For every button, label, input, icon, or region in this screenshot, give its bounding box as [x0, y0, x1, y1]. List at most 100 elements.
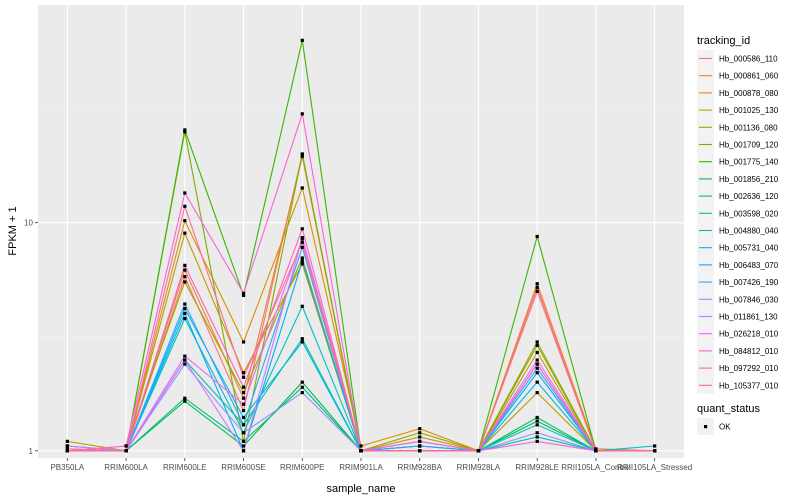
legend-label: Hb_105377_010 — [719, 381, 779, 390]
data-point — [300, 38, 304, 42]
x-tick-label: RRIM901LA — [339, 463, 383, 472]
data-point — [183, 307, 187, 311]
legend-label: Hb_000586_110 — [719, 55, 778, 64]
data-point — [535, 435, 539, 439]
data-point — [183, 316, 187, 321]
data-point — [300, 337, 304, 341]
data-point — [241, 415, 246, 420]
data-point — [183, 275, 187, 279]
data-point — [183, 130, 187, 134]
legend2-label: OK — [719, 423, 731, 432]
legend-label: Hb_000878_080 — [719, 89, 779, 98]
data-point — [535, 431, 539, 435]
data-point — [183, 231, 187, 235]
data-point — [300, 262, 304, 266]
legend2-title: quant_status — [697, 403, 760, 415]
data-point — [300, 259, 304, 263]
data-point — [300, 340, 304, 344]
data-point — [535, 350, 539, 355]
data-point — [300, 245, 304, 249]
data-point — [535, 366, 539, 370]
data-point — [241, 423, 246, 427]
data-point — [183, 128, 187, 132]
legend-label: Hb_001856_210 — [719, 175, 779, 184]
data-point — [183, 399, 187, 403]
data-point — [418, 449, 422, 453]
legend-label: Hb_026218_010 — [719, 330, 779, 339]
data-point — [418, 439, 422, 443]
data-point — [300, 112, 304, 116]
data-point — [653, 449, 657, 453]
data-point — [535, 371, 539, 375]
x-tick-label: RRIM600SE — [221, 463, 265, 472]
data-point — [65, 449, 69, 453]
data-point — [183, 358, 187, 362]
x-axis-title: sample_name — [326, 483, 395, 495]
legend-label: Hb_004880_040 — [719, 227, 779, 236]
legend-label: Hb_097292_010 — [719, 364, 779, 373]
data-point — [653, 444, 657, 448]
data-point — [535, 285, 539, 290]
data-point — [359, 449, 363, 453]
data-point — [241, 291, 246, 295]
data-point — [476, 449, 481, 453]
data-point — [124, 444, 128, 448]
data-point — [241, 293, 246, 298]
data-point — [418, 435, 422, 439]
data-point — [65, 444, 69, 448]
legend-label: Hb_007846_030 — [719, 295, 779, 304]
data-point — [183, 263, 187, 267]
data-point — [535, 234, 539, 239]
data-point — [241, 444, 246, 448]
data-point — [65, 447, 69, 451]
y-tick-label: 1 — [29, 447, 34, 456]
legend: tracking_id Hb_000586_110 Hb_000861_060 Hb_… — [697, 35, 779, 435]
x-tick-label: RRII105LA_Control — [561, 463, 631, 472]
axes: 1 10 PB350LA RRIM600LA RRIM600LE RRIM600SE RRI… — [24, 219, 692, 472]
data-point — [300, 237, 304, 241]
x-tick-label: RRIM600LA — [104, 463, 148, 472]
data-point — [241, 409, 246, 413]
x-tick-label: RRIM928BA — [397, 463, 442, 472]
legend-label: Hb_001775_140 — [719, 158, 779, 167]
data-point — [183, 354, 187, 358]
x-tick-label: RRII105LA_Stressed — [617, 463, 692, 472]
data-point — [535, 390, 539, 395]
legend2-key-point — [704, 425, 708, 429]
data-point — [241, 340, 246, 344]
data-point — [300, 186, 304, 190]
x-tick-label: PB350LA — [50, 463, 84, 472]
data-point — [300, 227, 304, 231]
data-point — [300, 154, 304, 159]
data-point — [418, 444, 422, 448]
legend-title: tracking_id — [697, 35, 750, 47]
legend-label: Hb_006483_070 — [719, 261, 779, 270]
data-point — [183, 204, 187, 208]
data-point — [535, 358, 539, 362]
data-point — [300, 152, 304, 156]
y-tick-label: 10 — [24, 219, 33, 228]
x-tick-label: RRIM600PE — [280, 463, 324, 472]
data-point — [300, 240, 304, 244]
data-point — [594, 447, 598, 451]
data-point — [65, 439, 69, 443]
data-point — [183, 280, 187, 284]
legend-label: Hb_002636_120 — [719, 192, 779, 201]
y-axis-title: FPKM + 1 — [7, 206, 19, 255]
data-point — [535, 380, 539, 384]
x-tick-label: RRIM600LE — [163, 463, 207, 472]
legend-label: Hb_001025_130 — [719, 106, 779, 115]
legend-label: Hb_001136_080 — [719, 123, 778, 132]
data-point — [241, 375, 246, 379]
data-point — [183, 268, 187, 272]
data-point — [241, 371, 246, 375]
data-point — [241, 385, 246, 389]
data-point — [183, 191, 187, 195]
data-point — [241, 396, 246, 400]
series-points — [65, 38, 657, 453]
data-point — [535, 423, 539, 427]
data-point — [183, 302, 187, 306]
legend-label: Hb_084812_010 — [719, 347, 779, 356]
legend-label: Hb_011861_130 — [719, 313, 778, 322]
